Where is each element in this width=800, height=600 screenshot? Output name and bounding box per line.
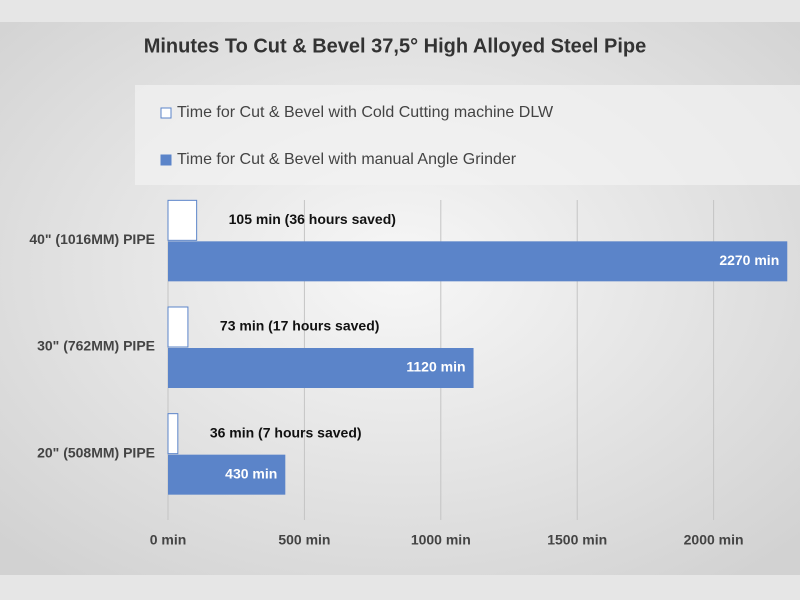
data-label: 1120 min <box>406 359 465 375</box>
legend-label: Time for Cut & Bevel with Cold Cutting m… <box>177 104 554 121</box>
data-label: 73 min (17 hours saved) <box>220 318 380 334</box>
legend-box <box>135 85 800 185</box>
x-tick-label: 500 min <box>278 532 330 548</box>
data-label: 2270 min <box>719 252 779 268</box>
y-tick-label: 30" (762MM) PIPE <box>37 338 155 354</box>
chart-title: Minutes To Cut & Bevel 37,5° High Alloye… <box>144 35 647 57</box>
bar <box>167 199 198 241</box>
bar <box>167 306 189 348</box>
bar <box>167 413 179 455</box>
x-tick-label: 0 min <box>150 532 187 548</box>
bar <box>168 454 286 495</box>
legend-swatch <box>160 154 172 166</box>
bar <box>168 241 788 282</box>
data-label: 105 min (36 hours saved) <box>229 211 396 227</box>
data-label: 430 min <box>225 465 277 481</box>
legend-swatch <box>160 107 172 119</box>
legend-label: Time for Cut & Bevel with manual Angle G… <box>177 151 517 168</box>
x-tick-label: 1500 min <box>547 532 607 548</box>
bar <box>168 348 474 388</box>
x-tick-label: 1000 min <box>411 532 471 548</box>
x-tick-label: 2000 min <box>684 532 744 548</box>
y-tick-label: 40" (1016MM) PIPE <box>29 231 155 247</box>
y-tick-label: 20" (508MM) PIPE <box>37 444 155 460</box>
data-label: 36 min (7 hours saved) <box>210 424 362 440</box>
